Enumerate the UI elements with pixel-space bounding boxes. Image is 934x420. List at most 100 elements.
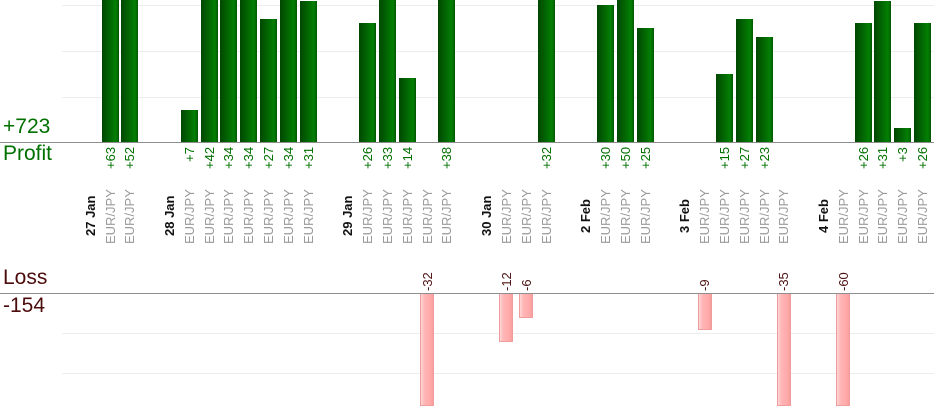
loss-bar [499,294,513,342]
symbol-label: EUR/JPY [182,189,197,244]
profit-gridline [62,5,934,6]
profit-bar [181,110,198,142]
profit-bar [894,128,911,142]
symbol-label: EUR/JPY [519,189,534,244]
loss-value-label: -32 [420,272,435,291]
profit-value-label: +63 [103,146,118,169]
loss-bar [420,294,434,406]
profit-bar [538,0,555,142]
profit-bar [220,0,237,142]
symbol-label: EUR/JPY [638,189,653,244]
profit-gridline [62,51,934,52]
date-label: 28 Jan [162,195,177,236]
symbol-label: EUR/JPY [915,189,930,244]
profit-value-label: +27 [737,146,752,169]
symbol-label: EUR/JPY [598,189,613,244]
profit-bar [121,0,138,142]
symbol-label: EUR/JPY [301,189,316,244]
symbol-label: EUR/JPY [776,189,791,244]
date-label: 3 Feb [677,199,692,233]
loss-total-label: -154 [3,294,46,317]
profit-value-label: +3 [895,147,910,162]
profit-value-label: +31 [875,146,890,169]
profit-value-label: +30 [598,146,613,169]
profit-axis-line [0,142,934,143]
loss-bar [777,294,791,406]
profit-bar [874,1,891,142]
profit-bar [438,0,455,142]
loss-value-label: -6 [519,279,534,291]
profit-value-label: +31 [301,146,316,169]
profit-value-label: +34 [281,146,296,169]
profit-bar [102,0,119,142]
symbol-label: EUR/JPY [261,189,276,244]
profit-value-label: +25 [638,146,653,169]
loss-gridline [62,373,934,374]
date-label: 29 Jan [340,195,355,236]
profit-bar [280,0,297,142]
profit-bar [914,23,931,142]
profit-bar [617,0,634,142]
profit-bar [855,23,872,142]
profit-bar [756,37,773,142]
symbol-label: EUR/JPY [836,189,851,244]
profit-value-label: +26 [915,146,930,169]
symbol-label: EUR/JPY [103,189,118,244]
symbol-label: EUR/JPY [539,189,554,244]
symbol-label: EUR/JPY [241,189,256,244]
date-label: 27 Jan [83,195,98,236]
profit-bar [359,23,376,142]
loss-axis-title: Loss [3,266,48,289]
symbol-label: EUR/JPY [717,189,732,244]
symbol-label: EUR/JPY [202,189,217,244]
symbol-label: EUR/JPY [281,189,296,244]
symbol-label: EUR/JPY [221,189,236,244]
profit-value-label: +26 [856,146,871,169]
date-label: 30 Jan [479,195,494,236]
date-label: 2 Feb [578,199,593,233]
date-label: 4 Feb [816,199,831,233]
loss-bar [519,294,533,318]
loss-value-label: -60 [836,272,851,291]
symbol-label: EUR/JPY [737,189,752,244]
symbol-label: EUR/JPY [697,189,712,244]
profit-value-label: +33 [380,146,395,169]
profit-value-label: +34 [241,146,256,169]
profit-value-label: +15 [717,146,732,169]
profit-value-label: +32 [539,146,554,169]
profit-bar [260,19,277,142]
profit-bar [379,0,396,142]
loss-value-label: -12 [499,272,514,291]
profit-bar [201,0,218,142]
loss-gridline [62,333,934,334]
loss-bar [836,294,850,406]
profit-value-label: +27 [261,146,276,169]
profit-bar [736,19,753,142]
profit-bar [597,5,614,142]
profit-value-label: +34 [221,146,236,169]
profit-bar [300,1,317,142]
symbol-label: EUR/JPY [420,189,435,244]
profit-bar [716,74,733,142]
symbol-label: EUR/JPY [499,189,514,244]
profit-value-label: +14 [400,146,415,169]
symbol-label: EUR/JPY [400,189,415,244]
symbol-label: EUR/JPY [757,189,772,244]
loss-bar [698,294,712,330]
symbol-label: EUR/JPY [439,189,454,244]
profit-value-label: +23 [757,146,772,169]
loss-value-label: -35 [776,272,791,291]
profit-bar [637,28,654,142]
loss-value-label: -9 [697,279,712,291]
profit-value-label: +50 [618,146,633,169]
profit-value-label: +42 [202,146,217,169]
profit-value-label: +38 [439,146,454,169]
profit-bar [240,0,257,142]
profit-value-label: +7 [182,147,197,162]
symbol-label: EUR/JPY [122,189,137,244]
symbol-label: EUR/JPY [360,189,375,244]
profit-gridline [62,97,934,98]
symbol-label: EUR/JPY [856,189,871,244]
symbol-label: EUR/JPY [380,189,395,244]
